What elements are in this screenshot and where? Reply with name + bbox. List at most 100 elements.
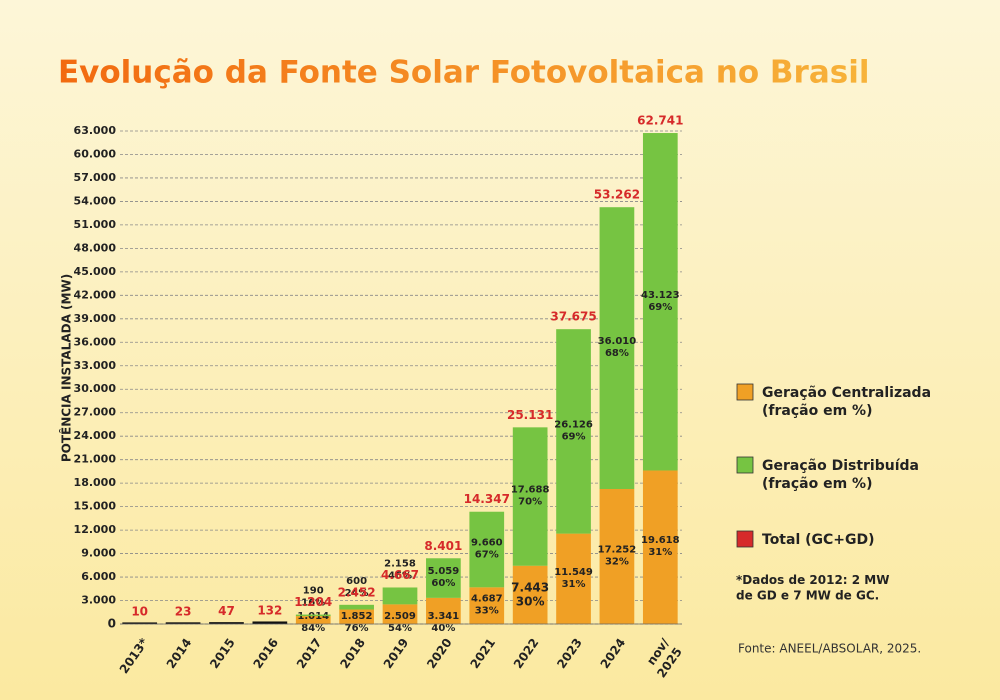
bar-segment bbox=[512, 565, 548, 624]
value-label: 7.443 bbox=[511, 580, 549, 594]
share-label: 54% bbox=[388, 623, 412, 634]
share-label: 32% bbox=[605, 556, 629, 567]
value-label: 5.059 bbox=[428, 566, 460, 577]
y-tick-label: 21.000 bbox=[74, 453, 117, 466]
y-tick-label: 48.000 bbox=[74, 241, 117, 254]
share-label: 69% bbox=[648, 302, 672, 313]
bar-segment bbox=[339, 609, 374, 624]
share-label: 40% bbox=[431, 623, 455, 634]
source: Fonte: ANEEL/ABSOLAR, 2025. bbox=[738, 642, 921, 656]
y-tick-label: 45.000 bbox=[74, 265, 117, 278]
bar-segment bbox=[426, 558, 461, 598]
value-label: 2.509 bbox=[384, 611, 416, 622]
bar-segment bbox=[599, 488, 635, 624]
value-label: 43.123 bbox=[641, 290, 680, 301]
y-tick-label: 33.000 bbox=[74, 359, 117, 372]
y-tick-label: 0 bbox=[108, 617, 116, 631]
total-label: 23 bbox=[175, 604, 192, 618]
bar-segment bbox=[426, 597, 461, 624]
total-label: 1.204 bbox=[294, 595, 332, 609]
legend-label: Geração Centralizada (fração em %) bbox=[762, 385, 931, 419]
share-label: 31% bbox=[648, 547, 672, 558]
total-label: 4.667 bbox=[381, 568, 419, 582]
legend-label: Total (GC+GD) bbox=[762, 532, 875, 548]
value-label: 9.660 bbox=[471, 538, 503, 549]
value-label: 3.341 bbox=[428, 611, 460, 622]
bar-segment bbox=[295, 614, 331, 617]
total-label: 132 bbox=[257, 603, 282, 617]
legend-swatch bbox=[736, 530, 754, 548]
y-tick-label: 30.000 bbox=[74, 382, 117, 395]
y-tick-label: 63.000 bbox=[74, 124, 117, 137]
y-tick-label: 39.000 bbox=[74, 312, 117, 325]
share-label: 30% bbox=[516, 594, 545, 608]
bar-segment bbox=[599, 207, 635, 489]
share-label: 76% bbox=[345, 623, 369, 634]
value-label: 4.687 bbox=[471, 594, 503, 605]
value-label: 26.126 bbox=[554, 419, 593, 430]
bar-segment bbox=[642, 470, 678, 624]
value-label: 36.010 bbox=[598, 336, 637, 347]
total-label: 2.452 bbox=[338, 585, 376, 599]
value-label: 2.158 bbox=[384, 558, 416, 569]
value-label: 19.618 bbox=[641, 535, 680, 546]
value-label: 11.549 bbox=[554, 567, 593, 578]
y-tick-label: 42.000 bbox=[74, 288, 117, 301]
share-label: 46% bbox=[388, 570, 412, 581]
value-label: 1.014 bbox=[297, 611, 329, 622]
y-tick-label: 57.000 bbox=[74, 171, 117, 184]
value-label: 1.852 bbox=[341, 611, 373, 622]
y-tick-label: 6.000 bbox=[81, 570, 116, 583]
bar-segment bbox=[295, 616, 331, 624]
legend-swatch bbox=[736, 456, 754, 474]
bar-segment bbox=[382, 587, 418, 605]
bar-segment bbox=[556, 329, 591, 534]
y-tick-label: 12.000 bbox=[74, 523, 117, 536]
chart-title: Evolução da Fonte Solar Fotovoltaica no … bbox=[58, 55, 869, 91]
total-label: 10 bbox=[131, 604, 148, 618]
bar-segment bbox=[382, 604, 418, 624]
total-label: 8.401 bbox=[424, 539, 462, 553]
share-label: 69% bbox=[562, 431, 586, 442]
value-label: 190 bbox=[303, 586, 324, 597]
y-axis-label: POTÊNCIA INSTALADA (MW) bbox=[59, 274, 74, 462]
bar-segment bbox=[556, 533, 591, 624]
share-label: 68% bbox=[605, 348, 629, 359]
legend-swatch bbox=[736, 383, 754, 401]
share-label: 16% bbox=[301, 598, 325, 609]
y-tick-label: 54.000 bbox=[74, 194, 117, 207]
value-label: 17.688 bbox=[511, 485, 550, 496]
y-tick-label: 15.000 bbox=[74, 500, 117, 513]
total-label: 37.675 bbox=[550, 310, 596, 324]
share-label: 70% bbox=[518, 497, 542, 508]
y-tick-label: 36.000 bbox=[74, 335, 117, 348]
share-label: 67% bbox=[475, 550, 499, 561]
y-tick-label: 24.000 bbox=[74, 429, 117, 442]
y-tick-label: 3.000 bbox=[81, 594, 116, 607]
total-label: 53.262 bbox=[594, 188, 640, 202]
share-label: 84% bbox=[301, 623, 325, 634]
share-label: 60% bbox=[431, 578, 455, 589]
value-label: 17.252 bbox=[598, 544, 637, 555]
share-label: 33% bbox=[475, 606, 499, 617]
total-label: 62.741 bbox=[637, 114, 683, 128]
value-label: 600 bbox=[346, 576, 367, 587]
y-tick-label: 9.000 bbox=[81, 547, 116, 560]
total-label: 25.131 bbox=[507, 408, 553, 422]
total-bar bbox=[165, 622, 201, 624]
total-label: 47 bbox=[218, 604, 235, 618]
note: *Dados de 2012: 2 MW de GD e 7 MW de GC. bbox=[736, 573, 889, 603]
bar-segment bbox=[339, 604, 374, 610]
bar-segment bbox=[512, 427, 548, 566]
y-tick-label: 60.000 bbox=[74, 147, 117, 160]
total-bar bbox=[252, 621, 288, 624]
share-label: 24% bbox=[345, 588, 369, 599]
y-tick-label: 27.000 bbox=[74, 406, 117, 419]
bar-segment bbox=[469, 587, 505, 624]
legend-label: Geração Distribuída (fração em %) bbox=[762, 458, 919, 492]
bar-segment bbox=[642, 133, 678, 471]
total-bar bbox=[122, 622, 158, 624]
total-bar bbox=[209, 622, 244, 624]
share-label: 31% bbox=[562, 579, 586, 590]
